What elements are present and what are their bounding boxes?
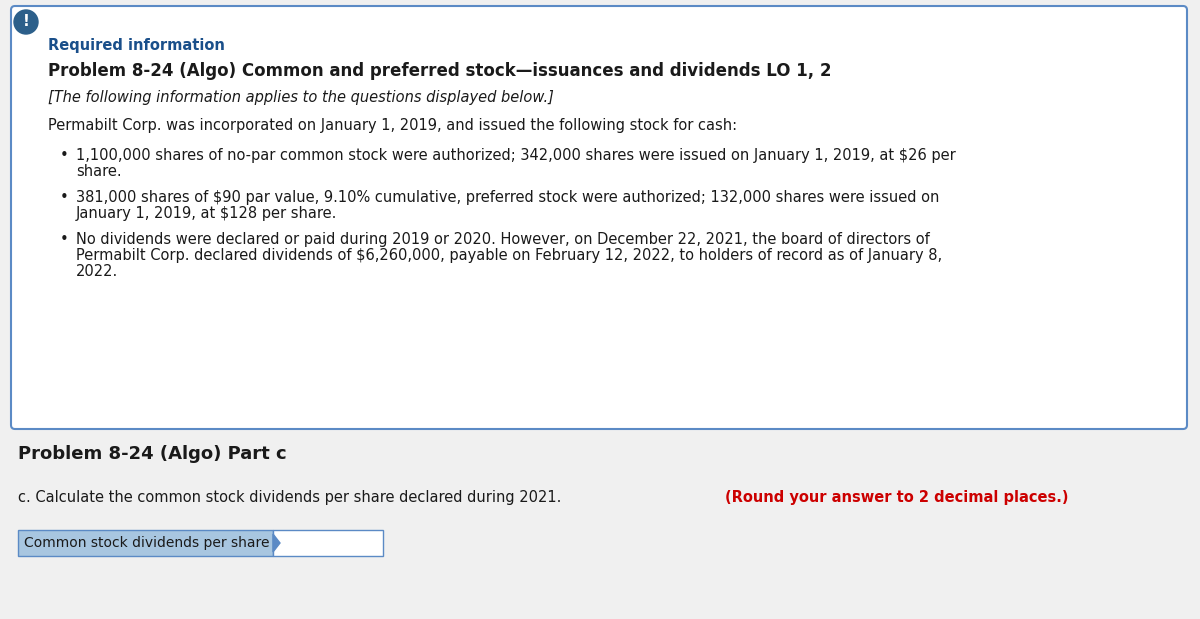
Text: Problem 8-24 (Algo) Part c: Problem 8-24 (Algo) Part c	[18, 445, 287, 463]
Text: (Round your answer to 2 decimal places.): (Round your answer to 2 decimal places.)	[725, 490, 1068, 505]
Text: Permabilt Corp. was incorporated on January 1, 2019, and issued the following st: Permabilt Corp. was incorporated on Janu…	[48, 118, 737, 133]
Bar	[274, 530, 383, 556]
Text: No dividends were declared or paid during 2019 or 2020. However, on December 22,: No dividends were declared or paid durin…	[76, 232, 930, 247]
Text: •: •	[60, 232, 68, 247]
Text: Required information: Required information	[48, 38, 224, 53]
Text: 381,000 shares of $90 par value, 9.10% cumulative, preferred stock were authoriz: 381,000 shares of $90 par value, 9.10% c…	[76, 190, 940, 205]
Polygon shape	[274, 534, 280, 552]
FancyBboxPatch shape	[11, 6, 1187, 429]
Text: [The following information applies to the questions displayed below.]: [The following information applies to th…	[48, 90, 554, 105]
Text: 2022.: 2022.	[76, 264, 119, 279]
Circle shape	[14, 10, 38, 34]
Text: !: !	[23, 14, 30, 30]
Text: Problem 8-24 (Algo) Common and preferred stock—issuances and dividends LO 1, 2: Problem 8-24 (Algo) Common and preferred…	[48, 62, 832, 80]
Text: •: •	[60, 190, 68, 205]
Text: c. Calculate the common stock dividends per share declared during 2021.: c. Calculate the common stock dividends …	[18, 490, 566, 505]
Text: Common stock dividends per share: Common stock dividends per share	[24, 536, 270, 550]
Text: share.: share.	[76, 164, 121, 179]
Bar	[18, 530, 274, 556]
Text: Permabilt Corp. declared dividends of $6,260,000, payable on February 12, 2022, : Permabilt Corp. declared dividends of $6…	[76, 248, 942, 263]
Text: •: •	[60, 148, 68, 163]
Text: 1,100,000 shares of no-par common stock were authorized; 342,000 shares were iss: 1,100,000 shares of no-par common stock …	[76, 148, 955, 163]
Text: January 1, 2019, at $128 per share.: January 1, 2019, at $128 per share.	[76, 206, 337, 221]
